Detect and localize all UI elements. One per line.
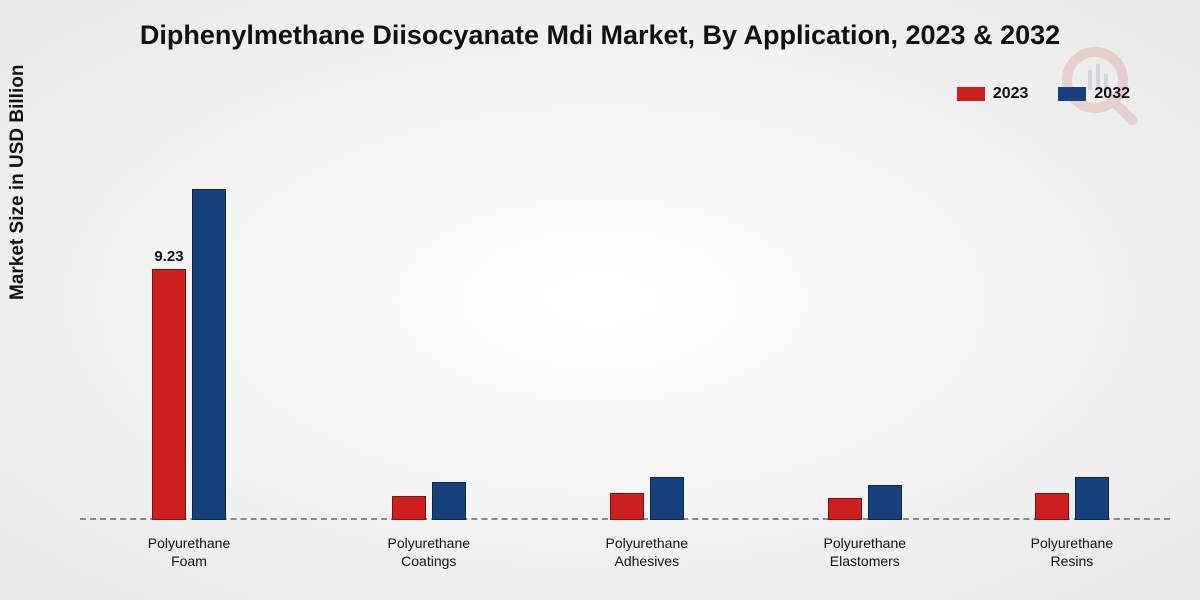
bar-2032 <box>432 482 466 520</box>
x-tick-line2: Foam <box>171 553 207 569</box>
chart-title: Diphenylmethane Diisocyanate Mdi Market,… <box>0 20 1200 51</box>
legend-swatch-2032 <box>1058 87 1086 101</box>
legend-item-2023: 2023 <box>957 85 1029 103</box>
bar-group <box>1035 477 1109 520</box>
bar-2032 <box>1075 477 1109 520</box>
x-tick-line2: Elastomers <box>830 553 900 569</box>
x-tick-label: Polyurethane Adhesives <box>567 535 727 570</box>
x-tick-label: Polyurethane Elastomers <box>785 535 945 570</box>
plot-area: 9.23 Polyurethane Foam Polyurethane Coat… <box>80 140 1170 520</box>
bar-value-label: 9.23 <box>154 248 183 265</box>
x-tick-line1: Polyurethane <box>388 535 471 551</box>
legend-item-2032: 2032 <box>1058 85 1130 103</box>
bar-2023: 9.23 <box>152 269 186 520</box>
bar-2023 <box>392 496 426 520</box>
x-tick-line2: Resins <box>1050 553 1093 569</box>
legend-swatch-2023 <box>957 87 985 101</box>
bar-group <box>828 485 902 520</box>
bar-2032 <box>868 485 902 520</box>
bar-2032 <box>650 477 684 520</box>
x-tick-line1: Polyurethane <box>148 535 231 551</box>
bar-group: 9.23 <box>152 189 226 520</box>
x-tick-line2: Coatings <box>401 553 456 569</box>
bar-2023 <box>1035 493 1069 520</box>
x-tick-line1: Polyurethane <box>1031 535 1114 551</box>
bar-2023 <box>828 498 862 520</box>
legend-label-2023: 2023 <box>993 85 1029 103</box>
bar-group <box>392 482 466 520</box>
legend-label-2032: 2032 <box>1094 85 1130 103</box>
bar-2032 <box>192 189 226 520</box>
legend: 2023 2032 <box>957 85 1130 103</box>
x-tick-line2: Adhesives <box>615 553 680 569</box>
x-tick-label: Polyurethane Foam <box>109 535 269 570</box>
bar-2023 <box>610 493 644 520</box>
x-tick-line1: Polyurethane <box>606 535 689 551</box>
x-tick-label: Polyurethane Coatings <box>349 535 509 570</box>
bar-group <box>610 477 684 520</box>
x-tick-line1: Polyurethane <box>824 535 907 551</box>
chart-container: Diphenylmethane Diisocyanate Mdi Market,… <box>0 0 1200 600</box>
y-axis-label: Market Size in USD Billion <box>7 65 29 300</box>
x-tick-label: Polyurethane Resins <box>992 535 1152 570</box>
